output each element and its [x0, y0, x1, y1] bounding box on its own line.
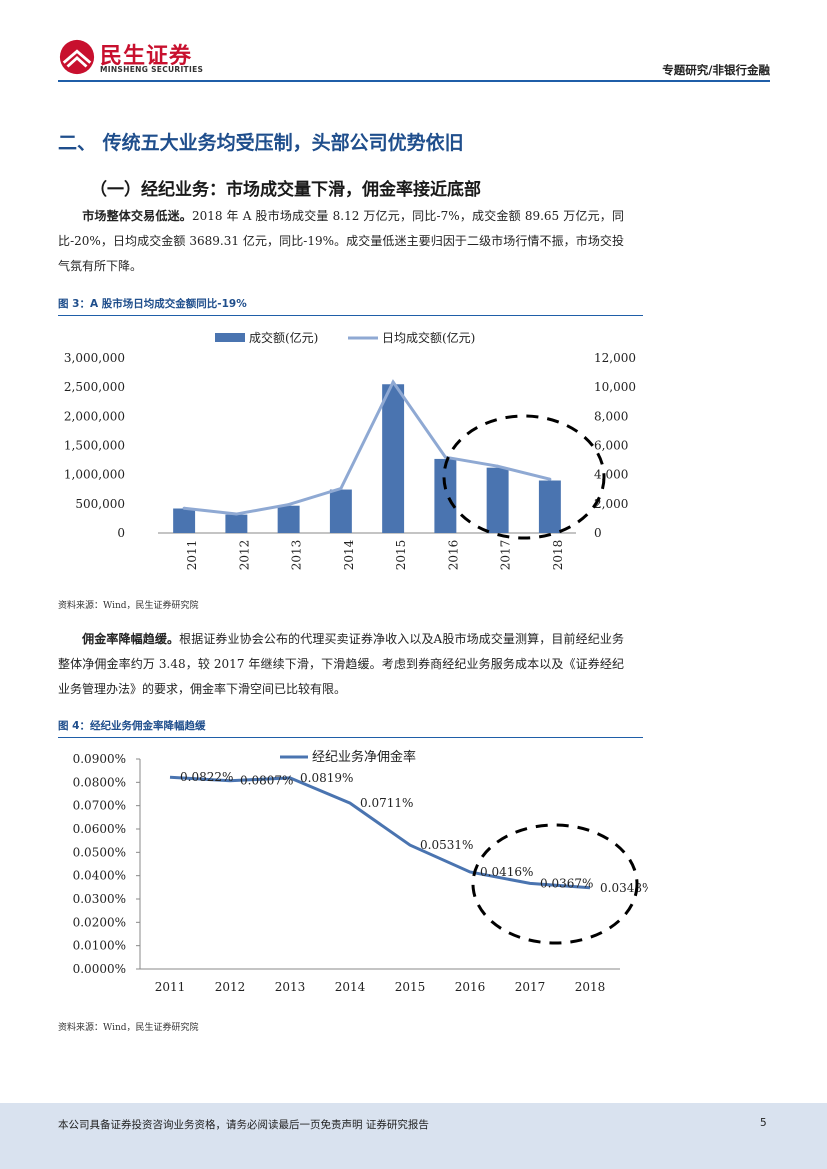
x-tick-label: 2011: [185, 540, 199, 571]
x-tick-label: 2016: [455, 980, 486, 994]
paragraph-commission: 佣金率降幅趋缓。根据证券业协会公布的代理买卖证券净收入以及A股市场成交量测算，目…: [58, 627, 624, 702]
logo-chinese-name: 民生证券: [100, 44, 193, 69]
line-point: [339, 487, 343, 491]
figure4-source: 资料来源：Wind，民生证券研究院: [58, 1023, 199, 1033]
bar-mark: [173, 508, 196, 533]
line-point: [496, 464, 500, 468]
header-divider: [58, 80, 770, 82]
data-label: 0.0807%: [240, 774, 293, 788]
bar-mark: [382, 384, 405, 533]
paragraph-lead: 市场整体交易低迷。: [82, 209, 192, 223]
x-tick-label: 2014: [335, 980, 366, 994]
y-axis-tick-label: 0.0800%: [73, 775, 126, 789]
bar-mark: [329, 489, 352, 533]
figure3-chart: 成交额(亿元) 日均成交额(亿元) 0 500,000 1,000,000 1,500,0…: [64, 330, 636, 571]
left-axis-tick-label: 0: [117, 526, 125, 540]
right-axis-tick-label: 12,000: [594, 351, 636, 365]
y-axis-tick-label: 0.0400%: [73, 869, 126, 883]
paragraph-body: 2018 年 A 股市场成交量 8.12 万亿元，同比-7%，成交金额 89.6…: [58, 209, 624, 273]
y-axis-tick-label: 0.0100%: [73, 939, 126, 953]
data-label: 0.0531%: [420, 838, 473, 852]
right-axis-tick-label: 8,000: [594, 409, 628, 423]
paragraph-market-volume: 市场整体交易低迷。2018 年 A 股市场成交量 8.12 万亿元，同比-7%，…: [58, 204, 624, 279]
legend-label-line: 日均成交额(亿元): [382, 330, 475, 345]
bar-mark: [486, 467, 509, 533]
x-tick-label: 2011: [155, 980, 186, 994]
report-category: 专题研究/非银行金融: [662, 63, 770, 77]
figure4-title: 图 4：经纪业务佣金率降幅趋缓: [58, 718, 643, 738]
data-label: 0.0822%: [180, 770, 233, 784]
left-axis-tick-label: 2,500,000: [64, 380, 125, 394]
legend-swatch-bar: [215, 333, 245, 342]
data-label: 0.0819%: [300, 771, 353, 785]
bar-mark: [434, 458, 457, 533]
paragraph-lead: 佣金率降幅趋缓。: [82, 632, 180, 646]
page-number: 5: [760, 1117, 767, 1129]
right-axis-tick-label: 10,000: [594, 380, 636, 394]
left-axis-tick-label: 500,000: [75, 497, 125, 511]
x-tick-label: 2012: [237, 540, 251, 571]
x-tick-label: 2017: [499, 540, 513, 571]
x-tick-label: 2013: [290, 540, 304, 571]
y-axis-tick-label: 0.0200%: [73, 915, 126, 929]
x-tick-label: 2015: [394, 540, 408, 571]
left-axis-tick-label: 1,500,000: [64, 439, 125, 453]
series-line-daily: [183, 379, 551, 516]
x-tick-label: 2015: [395, 980, 426, 994]
y-axis-tick-label: 0.0500%: [73, 845, 126, 859]
footer-bar: [0, 1103, 827, 1169]
figure4-chart: 0.0000% 0.0100% 0.0200% 0.0300% 0.0400% 0.050…: [73, 749, 648, 994]
x-tick-label: 2012: [215, 980, 246, 994]
brand-logo: 民生证券 MINSHENG SECURITIES: [58, 36, 218, 78]
left-axis-tick-label: 1,000,000: [64, 468, 125, 482]
x-tick-label: 2013: [275, 980, 306, 994]
data-label: 0.0711%: [360, 796, 413, 810]
data-label: 0.0416%: [480, 865, 533, 879]
bar-mark: [538, 480, 561, 533]
right-axis-tick-label: 2,000: [594, 497, 628, 511]
y-axis-tick-label: 0.0600%: [73, 822, 126, 836]
logo-english-name: MINSHENG SECURITIES: [100, 65, 204, 74]
paragraph-body: 根据证券业协会公布的代理买卖证券净收入以及A股市场成交量测算，目前经纪业务整体净…: [58, 632, 624, 696]
line-point: [443, 455, 447, 459]
data-label: 0.0367%: [540, 876, 593, 890]
y-axis-tick-label: 0.0700%: [73, 799, 126, 813]
x-tick-label: 2017: [515, 980, 546, 994]
right-axis-tick-label: 0: [594, 526, 602, 540]
x-tick-label: 2014: [342, 539, 356, 570]
line-point: [548, 477, 552, 481]
line-point: [391, 380, 395, 384]
figure3-source: 资料来源：Wind，民生证券研究院: [58, 601, 199, 611]
y-axis-tick-label: 0.0300%: [73, 892, 126, 906]
highlight-ellipse: [442, 414, 606, 540]
line-point: [287, 503, 291, 507]
bar-mark: [225, 514, 248, 533]
line-point: [234, 512, 238, 516]
section-title: 二、 传统五大业务均受压制，头部公司优势依旧: [58, 132, 464, 154]
right-axis-tick-label: 6,000: [594, 439, 628, 453]
legend-label-bar: 成交额(亿元): [249, 330, 318, 345]
left-axis-tick-label: 2,000,000: [64, 409, 125, 423]
minsheng-logo-icon: [59, 39, 95, 75]
x-tick-label: 2018: [575, 980, 606, 994]
highlight-ellipse: [471, 823, 639, 945]
y-axis-tick-label: 0.0000%: [73, 962, 126, 976]
bar-mark: [277, 505, 300, 533]
legend-label: 经纪业务净佣金率: [312, 749, 416, 765]
right-axis-tick-label: 4,000: [594, 468, 628, 482]
line-point: [182, 506, 186, 510]
subsection-title: （一）经纪业务：市场成交量下滑，佣金率接近底部: [90, 180, 481, 200]
figure3-title: 图 3：A 股市场日均成交金额同比-19%: [58, 296, 643, 316]
y-axis-tick-label: 0.0900%: [73, 752, 126, 766]
series-line-commission: [169, 775, 591, 890]
data-label: 0.0348%: [600, 881, 648, 895]
x-tick-label: 2018: [551, 540, 565, 571]
x-tick-label: 2016: [446, 540, 460, 571]
left-axis-tick-label: 3,000,000: [64, 351, 125, 365]
footer-disclaimer: 本公司具备证券投资咨询业务资格，请务必阅读最后一页免责声明 证券研究报告: [58, 1119, 429, 1131]
